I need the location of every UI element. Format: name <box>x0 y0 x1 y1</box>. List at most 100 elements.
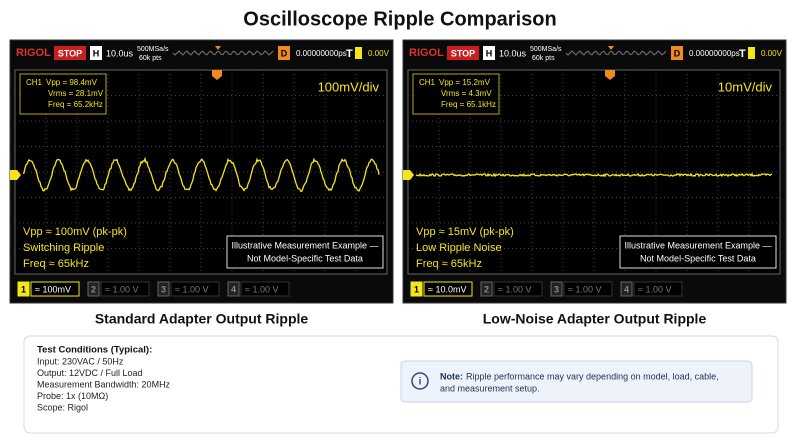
measure-box <box>19 73 107 115</box>
channel: CH1 <box>419 78 436 87</box>
condition-item: Output: 12VDC / Full Load <box>37 368 143 378</box>
channel-scale-box <box>100 281 150 297</box>
channel-num-box <box>87 281 100 297</box>
ch1-marker <box>403 170 414 180</box>
channel-scale: ≈ 1.00 V <box>175 284 208 294</box>
channel-num-box <box>157 281 170 297</box>
channel-scale-box <box>423 281 473 297</box>
note: Vpp ≈ 15mV (pk-pk) <box>416 226 514 238</box>
h-box <box>483 46 495 60</box>
channel-num-box <box>480 281 493 297</box>
note: Low Ripple Noise <box>416 242 502 254</box>
timebase: 10.0us <box>106 48 134 58</box>
measurement: Vrms = 28.1mV <box>48 89 104 98</box>
channel-scale: ≈ 1.00 V <box>638 284 671 294</box>
note: Freq ≈ 65kHz <box>416 258 482 270</box>
scale: 100mV/div <box>318 79 380 94</box>
condition-item: Measurement Bandwidth: 20MHz <box>37 379 171 389</box>
channel-num: 3 <box>161 284 166 294</box>
measurement: Vrms = 4.3mV <box>441 89 492 98</box>
title: Oscilloscope Ripple Comparison <box>243 8 556 30</box>
note-label: Note: <box>440 371 463 381</box>
trigger-pos <box>608 46 614 50</box>
channel-scale-box <box>633 281 683 297</box>
disclaimer: Illustrative Measurement Example — <box>231 240 378 250</box>
delay: 0.00000000ps <box>689 49 740 58</box>
h-label: H <box>93 48 100 58</box>
delay-label: D <box>281 48 288 58</box>
info-icon <box>411 372 429 390</box>
channel-scale-box <box>30 281 80 297</box>
channel-num-box <box>17 281 30 297</box>
waveform <box>415 172 772 178</box>
condition-item: Scope: Rigol <box>37 402 88 412</box>
channel-scale: ≈ 1.00 V <box>245 284 278 294</box>
channel-num-box <box>620 281 633 297</box>
trigger-icon: T <box>346 48 353 60</box>
channel-num: 2 <box>91 284 96 294</box>
condition-item: Probe: 1x (10MΩ) <box>37 391 108 401</box>
channel-num: 4 <box>231 284 236 294</box>
status: STOP <box>58 48 82 58</box>
trigger-icon: T <box>739 48 746 60</box>
measure-box <box>412 73 500 115</box>
disclaimer: Not Model-Specific Test Data <box>640 253 756 263</box>
timebase: 10.0us <box>499 48 527 58</box>
channel-scale-box <box>240 281 290 297</box>
trig-ch <box>355 47 362 59</box>
delay-label: D <box>674 48 681 58</box>
channel-num: 1 <box>414 284 419 294</box>
status: STOP <box>451 48 475 58</box>
trigger-level: 0.00V <box>761 49 783 58</box>
channel-scale: ≈ 100mV <box>35 284 71 294</box>
info-icon-glyph: i <box>419 377 422 388</box>
channel-num-box <box>410 281 423 297</box>
channel-scale-box <box>493 281 543 297</box>
trigger-marker <box>605 70 615 80</box>
note: Switching Ripple <box>23 242 104 254</box>
channel-scale-box <box>563 281 613 297</box>
brand: RIGOL <box>409 47 444 59</box>
channel: CH1 <box>26 78 43 87</box>
channel-num: 3 <box>554 284 559 294</box>
disclaimer-box <box>226 235 384 269</box>
note: Vpp ≈ 100mV (pk-pk) <box>23 226 127 238</box>
delay: 0.00000000ps <box>296 49 347 58</box>
trig-ch <box>748 47 755 59</box>
measurement: Freq = 65.1kHz <box>441 100 496 109</box>
disclaimer-box <box>619 235 777 269</box>
h-label: H <box>486 48 493 58</box>
status-box <box>54 46 86 60</box>
note-text: and measurement setup. <box>440 383 540 393</box>
channel-num: 2 <box>484 284 489 294</box>
channel-scale: ≈ 1.00 V <box>498 284 531 294</box>
channel-scale: ≈ 1.00 V <box>105 284 138 294</box>
delay-box <box>278 46 290 60</box>
points: 60k pts <box>532 55 555 62</box>
note-box <box>400 360 753 403</box>
scale: 10mV/div <box>718 79 773 94</box>
trigger-level: 0.00V <box>368 49 390 58</box>
channel-scale-box <box>170 281 220 297</box>
channel-scale: ≈ 10.0mV <box>428 284 466 294</box>
measurement: Vpp = 98.4mV <box>46 78 98 87</box>
channel-num: 4 <box>624 284 629 294</box>
channel-num-box <box>227 281 240 297</box>
channel-scale: ≈ 1.00 V <box>568 284 601 294</box>
trigger-strip <box>565 50 667 56</box>
channel-num-box <box>550 281 563 297</box>
trigger-strip <box>172 50 274 56</box>
note: Freq ≈ 65kHz <box>23 258 89 270</box>
caption: Low-Noise Adapter Output Ripple <box>483 311 707 327</box>
waveform <box>22 156 380 193</box>
brand: RIGOL <box>16 47 51 59</box>
channel-num: 1 <box>21 284 26 294</box>
trigger-marker <box>212 70 222 80</box>
sample-rate: 500MSa/s <box>137 46 169 53</box>
disclaimer: Not Model-Specific Test Data <box>247 253 363 263</box>
h-box <box>90 46 102 60</box>
disclaimer: Illustrative Measurement Example — <box>624 240 771 250</box>
delay-box <box>671 46 683 60</box>
ch1-marker <box>10 170 21 180</box>
